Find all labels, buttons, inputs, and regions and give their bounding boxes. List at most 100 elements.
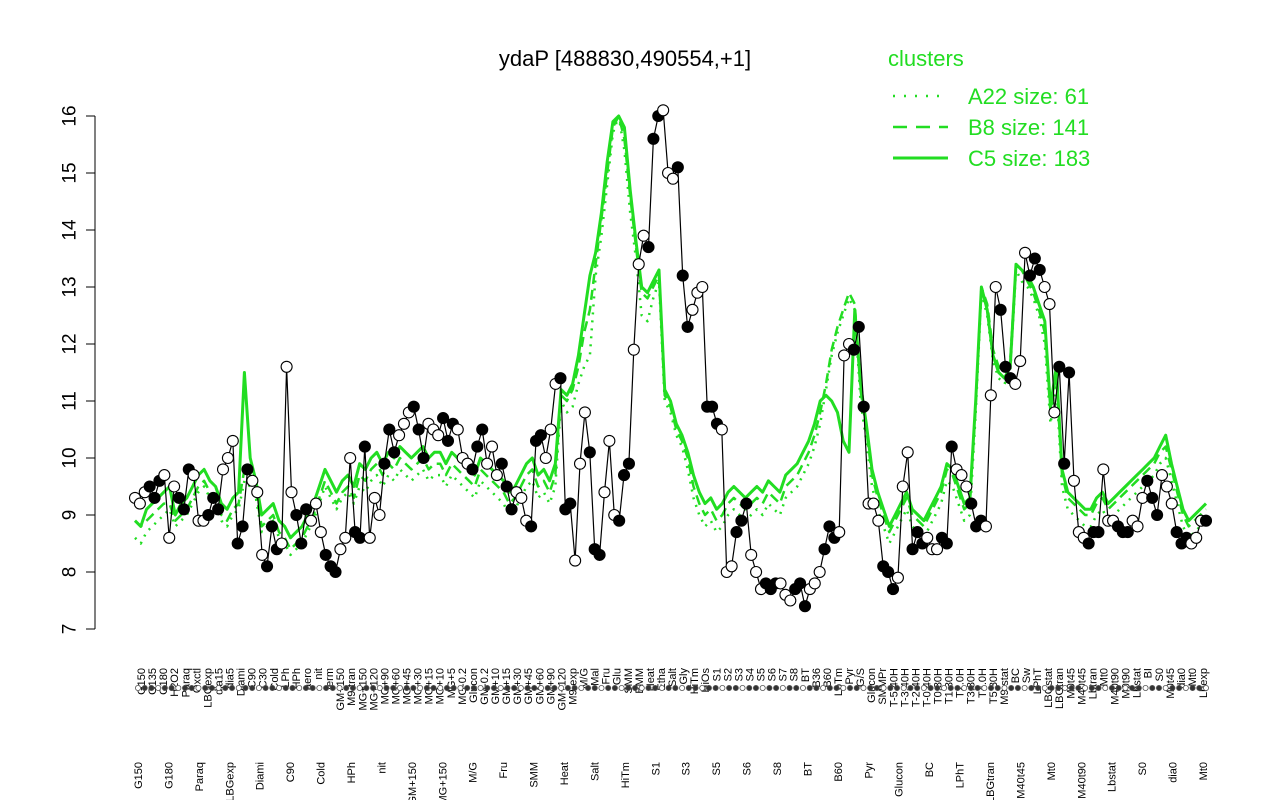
x-tick-label: BC xyxy=(924,762,936,777)
rug-mark xyxy=(712,685,719,692)
data-point xyxy=(622,457,635,470)
data-point xyxy=(1092,526,1105,539)
x-tick-label: S2 xyxy=(722,668,734,681)
data-point xyxy=(221,451,234,465)
data-point xyxy=(363,531,376,544)
x-tick-label: S0 xyxy=(1137,762,1149,775)
rug-mark xyxy=(349,685,356,692)
x-tick-label: C30 xyxy=(258,668,270,688)
x-tick-label: M0t90 xyxy=(1121,668,1133,699)
x-tick-label: G150 xyxy=(133,762,145,789)
rug-mark xyxy=(249,685,256,692)
rug-mark xyxy=(672,685,679,692)
data-point xyxy=(275,537,288,550)
rug-mark xyxy=(148,685,155,692)
data-point xyxy=(642,241,655,254)
data-point xyxy=(187,469,200,482)
data-point xyxy=(1170,526,1183,539)
rug-mark xyxy=(195,685,202,692)
rug-mark xyxy=(269,685,276,692)
data-point xyxy=(280,360,293,373)
x-tick-label: Mt0 xyxy=(1046,762,1058,780)
rug-mark xyxy=(954,685,961,692)
data-point xyxy=(358,440,371,453)
data-point xyxy=(158,469,171,482)
y-tick-label: 11 xyxy=(60,391,81,411)
data-point xyxy=(329,565,342,579)
x-tick-label: M40t90 xyxy=(1076,762,1088,799)
x-tick-label: M0t45 xyxy=(1065,668,1077,699)
rug-mark xyxy=(504,685,511,692)
rug-mark xyxy=(531,685,538,692)
data-point xyxy=(383,423,396,436)
legend-label: B8 size: 141 xyxy=(968,115,1089,140)
x-tick-label: Lbexp xyxy=(1198,668,1210,698)
data-point xyxy=(393,429,406,442)
x-tick-label: Sw xyxy=(1021,668,1033,683)
data-point xyxy=(852,320,865,333)
rug-mark xyxy=(685,685,692,692)
data-point xyxy=(798,600,812,613)
rug-mark xyxy=(564,685,571,692)
data-point xyxy=(1033,263,1046,276)
data-point xyxy=(246,474,259,487)
rug-mark xyxy=(1155,685,1162,692)
data-point xyxy=(593,548,606,561)
rug-mark xyxy=(1041,685,1048,692)
data-point xyxy=(148,491,161,504)
rug-mark xyxy=(175,685,182,692)
rug-mark xyxy=(390,685,397,692)
rug-mark xyxy=(1055,685,1062,692)
x-tick-label: C90 xyxy=(247,668,259,688)
rug-mark xyxy=(235,685,242,692)
data-point xyxy=(617,469,631,482)
data-point xyxy=(960,480,973,493)
rug-mark xyxy=(208,685,215,692)
rug-mark xyxy=(1129,685,1136,692)
rug-mark xyxy=(699,685,706,692)
data-point xyxy=(583,446,596,459)
x-tick-label: Lbtran xyxy=(1087,668,1099,699)
legend-label: C5 size: 183 xyxy=(968,146,1090,171)
rug-mark xyxy=(887,685,894,692)
x-tick-label: Lbstat xyxy=(1107,762,1119,792)
data-point xyxy=(818,543,831,556)
rug-mark xyxy=(967,685,974,692)
data-point xyxy=(300,503,313,516)
data-point xyxy=(515,491,528,504)
rug-mark xyxy=(799,685,806,692)
data-point xyxy=(265,520,278,533)
data-point xyxy=(295,537,308,550)
x-tick-label: Mal xyxy=(590,668,602,686)
x-tick-label: nit xyxy=(313,668,325,680)
x-tick-label: ferm xyxy=(324,668,336,690)
rug-mark xyxy=(820,685,827,692)
rug-mark xyxy=(1035,685,1042,692)
rug-mark xyxy=(1115,685,1122,692)
data-point xyxy=(1053,360,1066,373)
x-tick-label: BT xyxy=(800,668,812,682)
rug-mark xyxy=(719,685,726,692)
rug-mark xyxy=(490,685,497,692)
data-point xyxy=(373,508,386,522)
rug-mark xyxy=(376,685,383,692)
x-tick-label: BT xyxy=(802,762,814,776)
x-tick-label: GM+150 xyxy=(407,762,419,800)
data-point xyxy=(1190,531,1203,544)
rug-mark xyxy=(988,685,995,692)
rug-mark xyxy=(262,685,269,692)
cluster-line-dotted xyxy=(134,114,1207,557)
x-tick-label: Etha xyxy=(656,667,668,691)
x-tick-label: Lbstat xyxy=(1132,668,1144,698)
data-point xyxy=(451,423,464,436)
data-point xyxy=(417,451,430,465)
x-tick-label: Salt xyxy=(667,668,679,687)
data-point xyxy=(490,469,503,482)
rug-mark xyxy=(437,685,444,692)
data-point xyxy=(745,548,758,561)
rug-mark xyxy=(1001,685,1008,692)
data-point xyxy=(681,320,694,333)
data-point xyxy=(505,503,518,516)
x-tick-label: M40t45 xyxy=(1015,762,1027,799)
x-tick-label: T-0.40H xyxy=(921,668,933,707)
